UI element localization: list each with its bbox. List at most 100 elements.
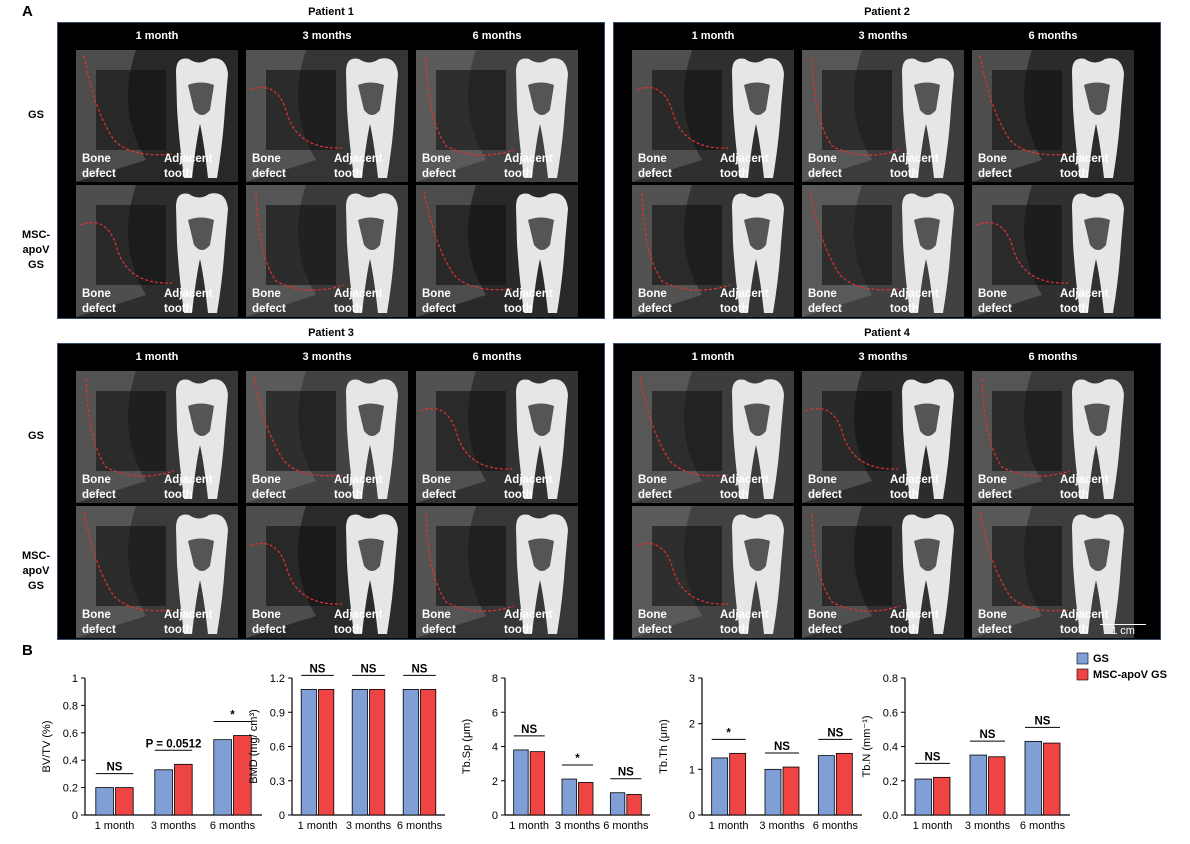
pulp [914, 403, 940, 436]
image-label: Adjacent tooth [720, 474, 769, 501]
pulp [358, 217, 384, 250]
y-axis-label: Tb.Sp (μm) [461, 719, 473, 774]
y-tick-label: 0.6 [270, 742, 285, 754]
significance-label: NS [980, 729, 996, 741]
defect-area [436, 205, 506, 285]
bar [1024, 740, 1042, 816]
ct-image [416, 50, 578, 182]
row-label: MSC- apoV GS [21, 550, 51, 592]
significance-label: NS [774, 741, 790, 753]
bar [609, 792, 626, 816]
defect-outline [979, 55, 1069, 156]
pulp [188, 82, 214, 115]
image-label: Bone defect [82, 609, 116, 636]
bar [174, 763, 193, 816]
image-label: Bone defect [638, 153, 672, 180]
legend-label: GS [1093, 653, 1109, 665]
bar [369, 689, 386, 816]
patient-title: Patient 1 [308, 6, 354, 18]
pulp [744, 538, 770, 571]
image-label: Adjacent tooth [164, 474, 213, 501]
ct-image [76, 185, 238, 317]
bar [764, 768, 782, 816]
ct-image [632, 185, 794, 317]
y-tick-label: 1 [689, 764, 695, 776]
pulp [744, 82, 770, 115]
image-label: Adjacent tooth [890, 288, 939, 315]
patient-panel: 1 month Bone defect Adjacent tooth Bone def… [613, 22, 1161, 319]
ct-image [632, 50, 794, 182]
bar [711, 757, 729, 816]
legend-label: MSC-apoV GS [1093, 669, 1167, 681]
image-label: Bone defect [978, 474, 1012, 501]
bar [513, 749, 529, 816]
column-label: 3 months [858, 30, 908, 42]
y-tick-label: 0 [279, 810, 285, 822]
image-label: Bone defect [82, 153, 116, 180]
y-tick-label: 0.2 [63, 783, 78, 795]
scale-bar [1100, 624, 1146, 625]
bar [817, 755, 835, 816]
y-tick-label: 0.0 [883, 810, 898, 822]
column-label: 1 month [691, 30, 735, 42]
significance-label: NS [412, 663, 428, 675]
pulp [358, 82, 384, 115]
pulp [528, 403, 554, 436]
column-label: 6 months [472, 351, 522, 363]
legend-swatch [1076, 668, 1089, 681]
image-label: Adjacent tooth [1060, 153, 1109, 180]
defect-outline [255, 192, 345, 291]
defect-outline [641, 192, 731, 291]
significance-label: * [575, 753, 580, 765]
bar [835, 752, 853, 816]
bar [95, 787, 114, 816]
bar [420, 689, 437, 816]
ct-image [632, 506, 794, 638]
ct-image [416, 371, 578, 503]
ct-image [972, 506, 1134, 638]
y-tick-label: 6 [492, 707, 498, 719]
image-label: Bone defect [808, 288, 842, 315]
defect-area [96, 70, 166, 150]
x-tick-label: 1 month [913, 820, 953, 832]
pulp [914, 217, 940, 250]
x-tick-label: 3 months [346, 820, 392, 832]
patient-panel: 1 month Bone defect Adjacent tooth Bone def… [57, 343, 605, 640]
ct-image [972, 50, 1134, 182]
defect-area [992, 526, 1062, 606]
y-tick-label: 0.6 [883, 707, 898, 719]
image-label: Bone defect [422, 609, 456, 636]
defect-area [96, 205, 166, 285]
defect-outline [639, 376, 729, 477]
scale-bar-label: 1 cm [1111, 625, 1135, 637]
x-tick-label: 1 month [709, 820, 749, 832]
pulp [188, 217, 214, 250]
defect-outline [805, 407, 899, 470]
defect-outline [635, 542, 729, 605]
y-axis-label: Tb.Th (μm) [658, 719, 670, 774]
defect-area [822, 526, 892, 606]
pulp [914, 538, 940, 571]
defect-outline [249, 86, 343, 149]
defect-outline [85, 378, 175, 477]
image-label: Bone defect [422, 474, 456, 501]
bar [318, 689, 335, 816]
image-label: Adjacent tooth [334, 153, 383, 180]
x-tick-label: 1 month [298, 820, 338, 832]
image-label: Adjacent tooth [334, 474, 383, 501]
defect-outline [253, 376, 343, 477]
bar [626, 794, 642, 816]
image-label: Adjacent tooth [504, 288, 553, 315]
image-label: Adjacent tooth [1060, 288, 1109, 315]
ct-image [802, 185, 964, 317]
bar [154, 769, 173, 816]
ct-image [972, 185, 1134, 317]
defect-area [266, 70, 336, 150]
image-label: Bone defect [808, 609, 842, 636]
image-label: Bone defect [252, 153, 286, 180]
bar [561, 778, 577, 816]
x-tick-label: 6 months [813, 820, 859, 832]
y-tick-label: 0.4 [63, 755, 78, 767]
significance-label: NS [618, 767, 634, 779]
